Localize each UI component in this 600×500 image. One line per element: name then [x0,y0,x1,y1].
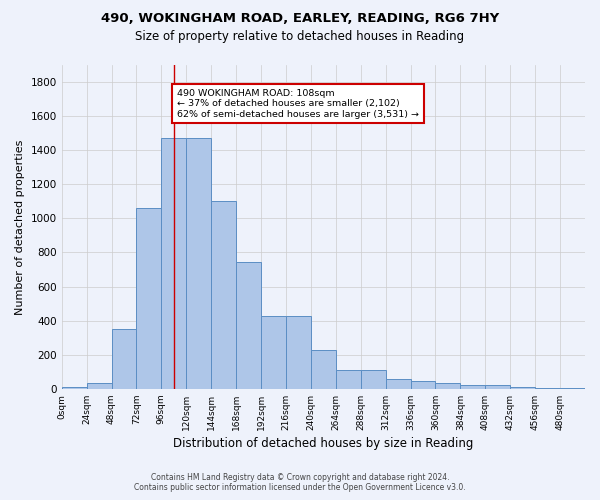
Bar [112,329,136,389]
Bar [386,380,410,389]
Bar [560,388,585,389]
Bar [62,387,86,389]
Bar [186,138,211,389]
Text: 490, WOKINGHAM ROAD, EARLEY, READING, RG6 7HY: 490, WOKINGHAM ROAD, EARLEY, READING, RG… [101,12,499,26]
Bar [410,381,436,389]
Bar [86,383,112,389]
Bar [485,386,510,389]
Bar [136,208,161,389]
X-axis label: Distribution of detached houses by size in Reading: Distribution of detached houses by size … [173,437,473,450]
Bar [460,384,485,389]
Text: Size of property relative to detached houses in Reading: Size of property relative to detached ho… [136,30,464,43]
Bar [286,316,311,389]
Text: Contains HM Land Registry data © Crown copyright and database right 2024.
Contai: Contains HM Land Registry data © Crown c… [134,473,466,492]
Bar [336,370,361,389]
Bar [211,202,236,389]
Text: 490 WOKINGHAM ROAD: 108sqm
← 37% of detached houses are smaller (2,102)
62% of s: 490 WOKINGHAM ROAD: 108sqm ← 37% of deta… [177,89,419,118]
Bar [510,387,535,389]
Bar [161,138,186,389]
Bar [236,262,261,389]
Bar [361,370,386,389]
Bar [436,383,460,389]
Bar [535,388,560,389]
Bar [261,316,286,389]
Y-axis label: Number of detached properties: Number of detached properties [15,139,25,314]
Bar [311,350,336,389]
